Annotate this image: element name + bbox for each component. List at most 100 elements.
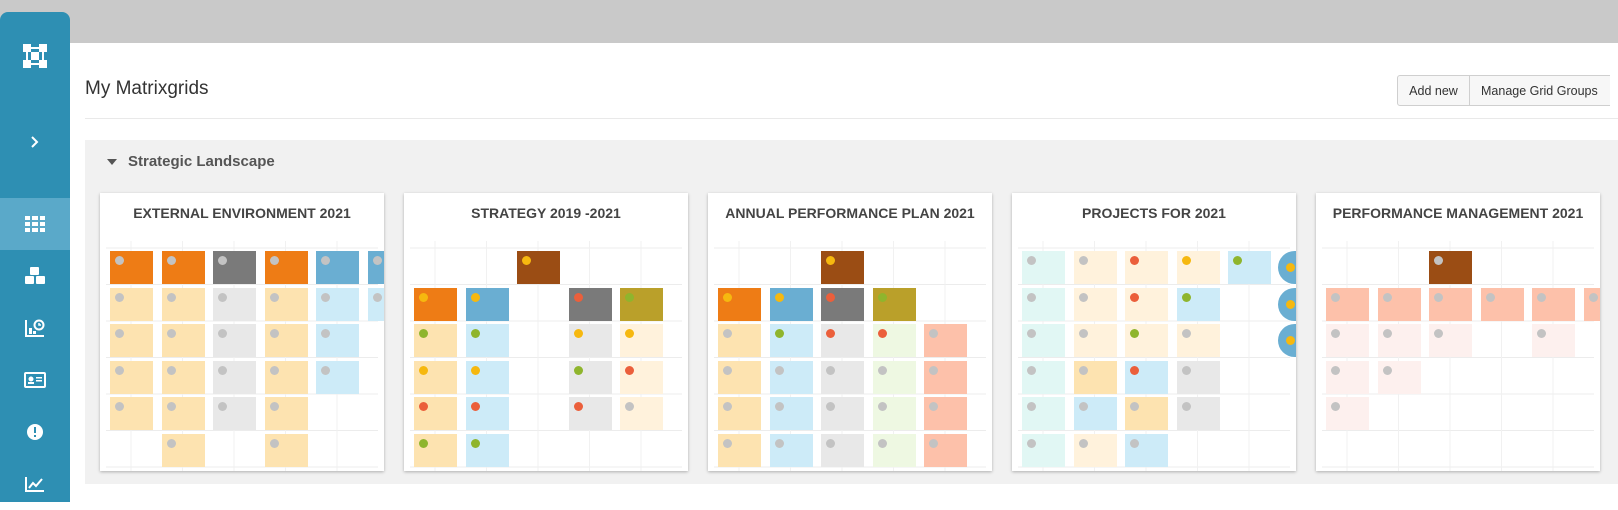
matrix-cell[interactable] [1228, 251, 1271, 284]
matrix-cell[interactable] [1022, 433, 1065, 467]
matrix-cell[interactable] [769, 287, 813, 321]
matrix-cell[interactable] [1125, 433, 1168, 467]
matrix-cell[interactable] [821, 251, 864, 284]
grid-icon[interactable] [0, 198, 70, 250]
matrix-cell[interactable] [213, 360, 256, 394]
matrix-cell[interactable] [620, 397, 663, 430]
matrix-cell[interactable] [924, 324, 967, 357]
matrix-cell[interactable] [1022, 287, 1065, 321]
line-chart-icon[interactable] [0, 458, 70, 510]
matrix-cell[interactable] [718, 324, 761, 357]
matrix-cell[interactable] [1022, 251, 1065, 284]
matrix-cell[interactable] [110, 360, 153, 394]
matrix-cell[interactable] [1125, 287, 1168, 321]
cubes-icon[interactable] [0, 250, 70, 302]
matrix-cell[interactable] [414, 324, 457, 357]
matrix-cell[interactable] [769, 397, 813, 430]
matrix-cell[interactable] [465, 324, 509, 357]
matrix-cell[interactable] [1326, 360, 1369, 394]
matrix-cell[interactable] [465, 397, 509, 430]
matrix-cell[interactable] [568, 324, 612, 357]
add-new-button[interactable]: Add new [1397, 75, 1470, 106]
matrix-cell[interactable] [718, 360, 761, 394]
matrix-cell[interactable] [1532, 287, 1575, 321]
matrix-cell[interactable] [110, 287, 153, 321]
matrix-cell[interactable] [1176, 360, 1220, 394]
logo-icon[interactable] [0, 30, 70, 82]
matrix-cell[interactable] [414, 287, 457, 321]
matrix-cell[interactable] [110, 397, 153, 430]
chevron-right-icon[interactable] [0, 116, 70, 168]
matrix-cell[interactable] [821, 287, 864, 321]
matrix-cell[interactable] [872, 433, 916, 467]
matrix-cell[interactable] [517, 251, 560, 284]
matrix-cell[interactable] [1429, 324, 1472, 357]
manage-grid-groups-button[interactable]: Manage Grid Groups [1470, 75, 1610, 106]
matrix-cell[interactable] [465, 360, 509, 394]
matrix-cell[interactable] [161, 433, 205, 467]
matrix-cell[interactable] [161, 251, 205, 284]
matrix-cell[interactable] [367, 287, 384, 321]
matrix-cell[interactable] [264, 287, 308, 321]
matrix-card[interactable]: PERFORMANCE MANAGEMENT 2021 [1316, 193, 1600, 471]
group-header[interactable]: Strategic Landscape [85, 140, 1618, 183]
matrix-cell[interactable] [161, 324, 205, 357]
matrix-cell[interactable] [110, 251, 153, 284]
matrix-cell[interactable] [1377, 324, 1421, 357]
matrix-cell[interactable] [316, 287, 359, 321]
matrix-cell[interactable] [620, 287, 663, 321]
matrix-cell[interactable] [414, 433, 457, 467]
matrix-cell[interactable] [213, 287, 256, 321]
matrix-cell[interactable] [718, 433, 761, 467]
matrix-cell[interactable] [1176, 324, 1220, 357]
matrix-cell[interactable] [924, 433, 967, 467]
matrix-cell[interactable] [872, 287, 916, 321]
matrix-cell[interactable] [1073, 251, 1117, 284]
rounded-cell[interactable] [1278, 287, 1296, 321]
matrix-cell[interactable] [821, 433, 864, 467]
matrix-cell[interactable] [213, 251, 256, 284]
matrix-cell[interactable] [1377, 360, 1421, 394]
matrix-cell[interactable] [718, 287, 761, 321]
matrix-cell[interactable] [316, 360, 359, 394]
matrix-cell[interactable] [1176, 287, 1220, 321]
matrix-cell[interactable] [264, 397, 308, 430]
matrix-cell[interactable] [568, 397, 612, 430]
matrix-cell[interactable] [465, 287, 509, 321]
id-card-icon[interactable] [0, 354, 70, 406]
matrix-cell[interactable] [1073, 324, 1117, 357]
matrix-cell[interactable] [821, 397, 864, 430]
matrix-cell[interactable] [1326, 287, 1369, 321]
matrix-cell[interactable] [1429, 251, 1472, 284]
matrix-cell[interactable] [718, 397, 761, 430]
matrix-cell[interactable] [568, 360, 612, 394]
matrix-cell[interactable] [1073, 360, 1117, 394]
matrix-cell[interactable] [1480, 287, 1524, 321]
matrix-cell[interactable] [1022, 360, 1065, 394]
matrix-cell[interactable] [316, 324, 359, 357]
matrix-cell[interactable] [161, 287, 205, 321]
matrix-cell[interactable] [1125, 360, 1168, 394]
caret-down-icon[interactable] [107, 158, 117, 165]
matrix-cell[interactable] [872, 360, 916, 394]
matrix-cell[interactable] [213, 397, 256, 430]
rounded-cell[interactable] [1278, 324, 1296, 357]
matrix-cell[interactable] [465, 433, 509, 467]
matrix-cell[interactable] [1326, 324, 1369, 357]
matrix-cell[interactable] [1326, 397, 1369, 430]
matrix-cell[interactable] [568, 287, 612, 321]
matrix-card[interactable]: ANNUAL PERFORMANCE PLAN 2021 [708, 193, 992, 471]
alert-icon[interactable] [0, 406, 70, 458]
matrix-cell[interactable] [1377, 287, 1421, 321]
matrix-cell[interactable] [1532, 324, 1575, 357]
matrix-cell[interactable] [769, 324, 813, 357]
matrix-cell[interactable] [316, 251, 359, 284]
matrix-cell[interactable] [1073, 287, 1117, 321]
matrix-cell[interactable] [264, 360, 308, 394]
matrix-cell[interactable] [414, 397, 457, 430]
matrix-cell[interactable] [1583, 287, 1600, 321]
matrix-cell[interactable] [213, 324, 256, 357]
chart-clock-icon[interactable] [0, 302, 70, 354]
matrix-cell[interactable] [1176, 397, 1220, 430]
matrix-cell[interactable] [1125, 397, 1168, 430]
